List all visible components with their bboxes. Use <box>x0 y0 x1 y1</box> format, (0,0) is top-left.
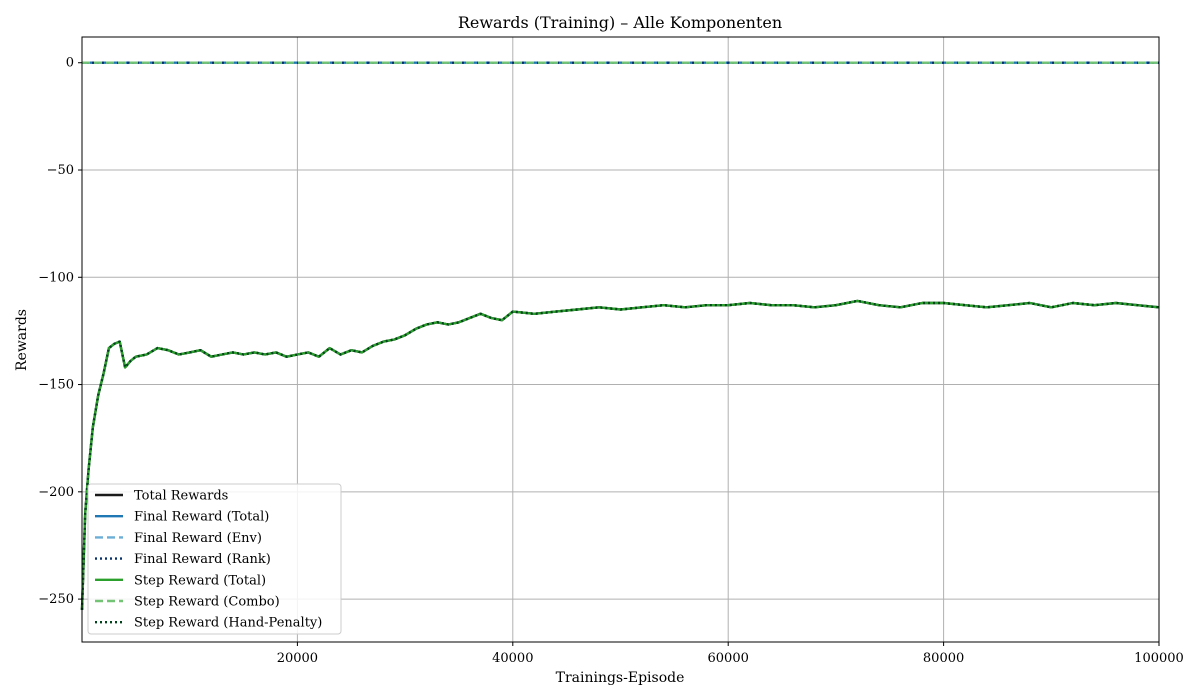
series-lines <box>80 61 1160 610</box>
legend-label-step-reward-total: Step Reward (Total) <box>134 573 266 588</box>
legend: Total Rewards Final Reward (Total) Final R… <box>87 483 342 635</box>
x-tick-label: 100000 <box>1134 651 1184 666</box>
x-tick-label: 80000 <box>923 651 964 666</box>
legend-label-total-rewards: Total Rewards <box>134 489 228 504</box>
legend-label-final-reward-env: Final Reward (Env) <box>134 531 262 546</box>
y-tick-label: −100 <box>38 270 74 285</box>
series-line-step-reward-total <box>80 299 1160 610</box>
plot-frame <box>81 36 1160 643</box>
y-tick-label: −250 <box>38 592 74 607</box>
legend-label-step-reward-combo: Step Reward (Combo) <box>134 595 280 610</box>
legend-label-step-reward-hand-penalty: Step Reward (Hand-Penalty) <box>134 616 322 631</box>
x-tick-label: 60000 <box>708 651 749 666</box>
y-tick-label: −200 <box>38 485 74 500</box>
y-axis-title: Rewards <box>14 309 30 371</box>
legend-label-final-reward-rank: Final Reward (Rank) <box>134 552 271 567</box>
legend-box <box>87 483 342 635</box>
x-tick-label: 20000 <box>277 651 318 666</box>
y-tick-label: −50 <box>47 163 74 178</box>
x-axis-title: Trainings-Episode <box>556 670 685 686</box>
axis-ticks: 20000 40000 60000 80000 100000 0 −50 −100 −150 −2… <box>38 56 1184 666</box>
legend-label-final-reward-total: Final Reward (Total) <box>134 510 269 525</box>
chart-title: Rewards (Training) – Alle Komponenten <box>458 13 782 32</box>
x-tick-label: 40000 <box>492 651 533 666</box>
y-tick-label: 0 <box>66 56 74 71</box>
y-tick-label: −150 <box>38 378 74 393</box>
